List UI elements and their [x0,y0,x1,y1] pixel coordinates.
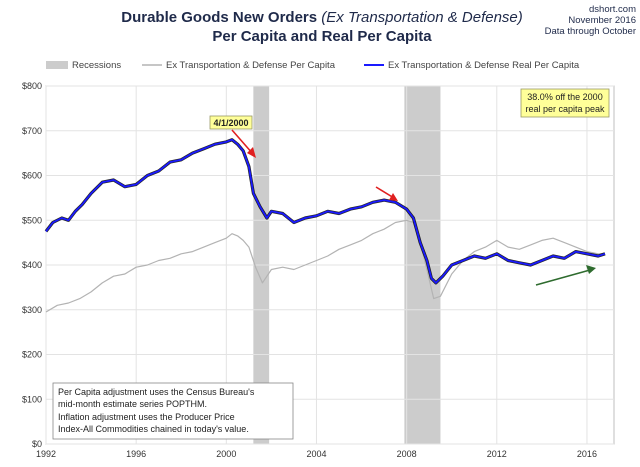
series-line-nominal [45,219,605,313]
method-note-line: Inflation adjustment uses the Producer P… [58,412,235,422]
legend-swatch-recessions [46,61,68,69]
x-tick-label: 1996 [126,449,146,459]
y-tick-label: $300 [22,305,42,315]
x-tick-label: 2000 [216,449,236,459]
source-line: dshort.com [589,4,636,15]
source-line: Data through October [545,26,636,37]
y-tick-label: $100 [22,394,42,404]
red-arrowhead-2007 [389,193,398,201]
method-note-line: Per Capita adjustment uses the Census Bu… [58,387,255,397]
y-tick-label: $600 [22,171,42,181]
green-arrowhead [586,265,596,274]
legend-label-nominal: Ex Transportation & Defense Per Capita [166,60,336,71]
series [44,138,606,313]
x-tick-label: 2004 [306,449,326,459]
legend: Recessions Ex Transportation & Defense P… [46,60,580,71]
x-tick-label: 2008 [397,449,417,459]
peak-note-line: 38.0% off the 2000 [527,92,602,102]
green-arrow [535,269,591,286]
legend-label-real: Ex Transportation & Defense Real Per Cap… [388,60,580,71]
legend-label-recessions: Recessions [72,60,121,71]
chart-subtitle: Per Capita and Real Per Capita [212,28,432,45]
chart-title-main: Durable Goods New Orders [121,9,321,26]
peak-note-box [520,88,610,118]
y-tick-label: $800 [22,81,42,91]
y-tick-label: $400 [22,260,42,270]
y-tick-label: $500 [22,215,42,225]
date-label: 4/1/2000 [213,118,248,128]
red-arrow-2007 [375,186,395,199]
series-line-real [45,138,606,284]
method-note-box [52,382,294,440]
method-note-line: mid-month estimate series POPTHM. [58,399,207,409]
chart-title-italic: (Ex Transportation & Defense) [321,9,522,26]
date-label-box [209,115,253,130]
method-note-line: Index-All Commodities chained in today's… [58,424,249,434]
x-tick-label: 2016 [577,449,597,459]
source-line: November 2016 [568,15,636,26]
y-tick-label: $0 [32,439,42,449]
y-tick-label: $200 [22,350,42,360]
x-tick-label: 1992 [36,449,56,459]
x-axis-ticks: 1992 1996 2000 2004 2008 2012 2016 [36,449,597,459]
y-axis-ticks: $0 $100 $200 $300 $400 $500 $600 $700 $800 [22,81,42,449]
y-tick-label: $700 [22,126,42,136]
chart-title: Durable Goods New Orders (Ex Transportat… [121,9,523,26]
red-arrowhead-2000 [247,147,256,158]
annotations: 4/1/2000 38.0% off the 2000 real per cap… [52,88,610,440]
peak-note-line: real per capita peak [525,104,605,114]
x-tick-label: 2012 [487,449,507,459]
red-arrow-2000 [231,129,254,155]
